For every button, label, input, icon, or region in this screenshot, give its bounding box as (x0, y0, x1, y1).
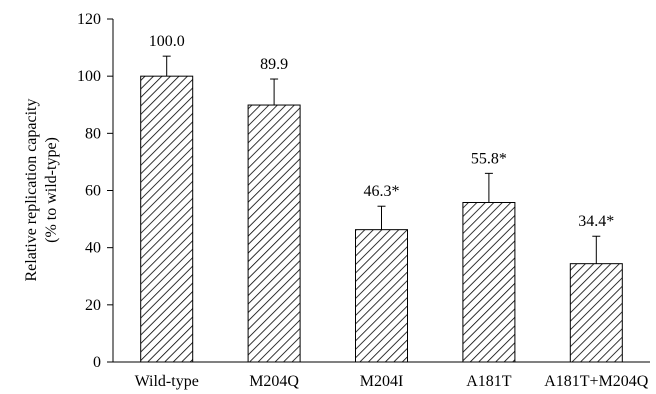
y-tick-label: 20 (85, 297, 101, 314)
y-tick-label: 0 (93, 354, 101, 371)
y-tick-label: 100 (77, 68, 101, 85)
data-labels: 100.0 89.9 46.3* 55.8* 34.4* (149, 33, 615, 230)
data-label: 100.0 (149, 33, 185, 50)
y-axis-title: Relative replication capacity (% to wild… (23, 98, 60, 281)
data-label: 46.3* (364, 183, 400, 200)
category-labels: Wild-type M204Q M204I A181T A181T+M204Q (135, 373, 649, 390)
y-tick-label: 80 (85, 125, 101, 142)
bar (247, 104, 301, 363)
category-label: M204I (360, 373, 404, 390)
error-bars (162, 55, 601, 264)
y-tick-label: 120 (77, 11, 101, 28)
data-label: 89.9 (260, 56, 288, 73)
y-axis-ticks: 0 20 40 60 80 100 120 (77, 11, 113, 371)
y-axis-title-line2: (% to wild-type) (43, 137, 60, 243)
y-axis-title-line1: Relative replication capacity (23, 98, 40, 281)
bar (140, 75, 194, 363)
category-label: M204Q (249, 373, 299, 390)
bar (355, 229, 408, 363)
bars (140, 75, 623, 363)
bar (462, 202, 516, 363)
y-tick-label: 60 (85, 183, 101, 200)
data-label: 34.4* (578, 213, 614, 230)
y-tick-label: 40 (85, 240, 101, 257)
category-label: Wild-type (135, 373, 199, 390)
data-label: 55.8* (471, 150, 507, 167)
category-label: A181T (466, 373, 512, 390)
bar (569, 263, 623, 363)
category-label: A181T+M204Q (544, 373, 649, 390)
